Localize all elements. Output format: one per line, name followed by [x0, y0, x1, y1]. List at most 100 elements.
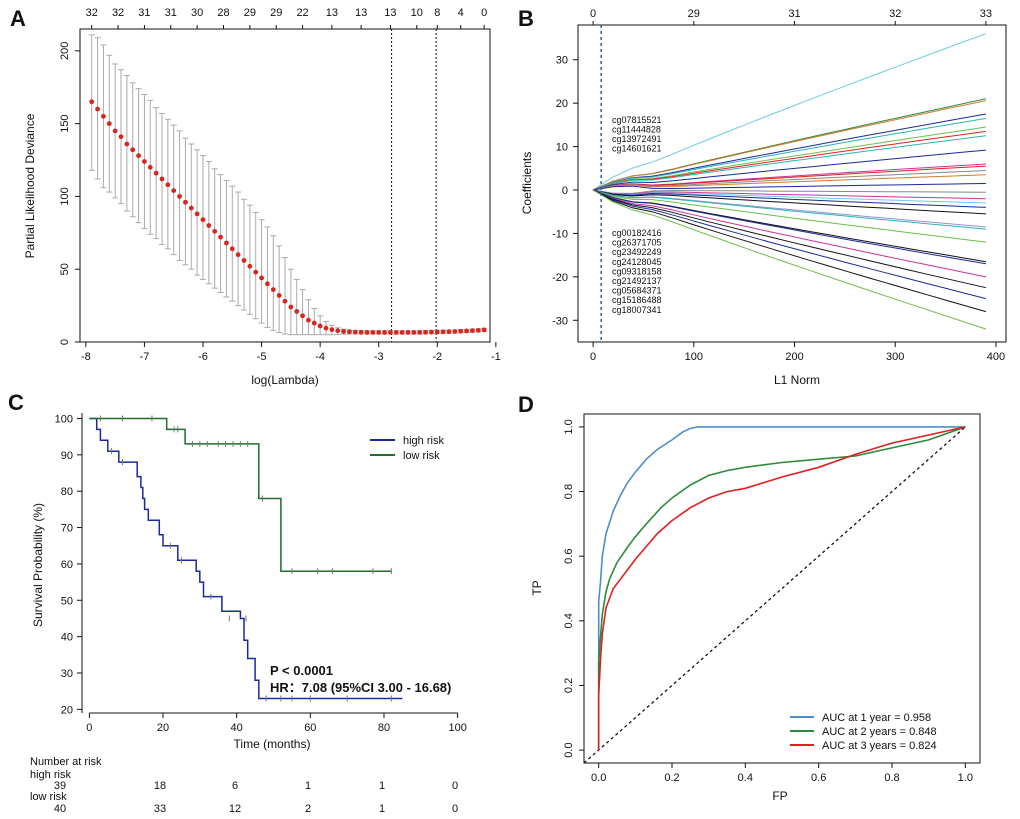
x-tick-label: -7 — [140, 351, 150, 363]
risk-count: 1 — [305, 780, 311, 792]
deviance-point — [206, 223, 212, 228]
deviance-point — [200, 217, 206, 223]
top-label: 32 — [112, 7, 124, 19]
coefficient-path — [592, 135, 986, 191]
legend-label-3-years: AUC at 3 years = 0.824 — [822, 740, 937, 752]
y-tick-label: 0.6 — [563, 549, 575, 564]
x-tick-label: 0.6 — [811, 772, 826, 784]
y-tick-label: -10 — [552, 228, 568, 240]
deviance-point — [112, 128, 118, 134]
top-label: 32 — [889, 8, 901, 20]
cpg-label: cg00182416 — [612, 228, 662, 238]
legend-label-2-years: AUC at 2 years = 0.848 — [822, 726, 937, 738]
x-tick-label: 0 — [590, 351, 596, 363]
deviance-point — [188, 205, 194, 211]
y-tick-label: -20 — [552, 272, 568, 284]
deviance-point — [323, 325, 329, 331]
y-tick-label: 0.2 — [563, 678, 575, 693]
deviance-point — [165, 182, 171, 188]
deviance-point — [101, 113, 106, 119]
panel-a-points — [89, 99, 487, 335]
legend-label-high-risk: high risk — [403, 435, 444, 447]
risk-count: 40 — [54, 803, 66, 815]
panel-c-censor-marks — [99, 415, 392, 702]
y-tick-label: 80 — [61, 486, 73, 498]
risk-row-label-high: high risk — [30, 769, 71, 781]
panel-a-vlines — [391, 29, 437, 342]
deviance-point — [329, 327, 335, 333]
panel-b-annotations: cg07815521cg11444828cg13972491cg14601621… — [612, 115, 662, 315]
deviance-point — [147, 164, 153, 170]
risk-table-title: Number at risk — [30, 756, 102, 768]
panel-d-frame — [583, 413, 981, 764]
coefficient-path — [592, 189, 986, 278]
panel-d-roc-curves — [597, 426, 966, 751]
x-tick-label: 300 — [886, 351, 904, 363]
y-tick-label: 0.0 — [563, 742, 575, 757]
deviance-point — [212, 228, 218, 234]
risk-count: 0 — [452, 780, 458, 792]
y-tick-label: 10 — [556, 142, 568, 154]
panel-c-legend: high risk low risk — [370, 435, 444, 462]
deviance-point — [429, 329, 434, 335]
panel-c-x-label: Time (months) — [234, 737, 311, 751]
cpg-label: cg13972491 — [612, 134, 662, 144]
top-label: 0 — [481, 7, 487, 19]
deviance-point — [352, 329, 358, 335]
x-tick-label: 1.0 — [958, 772, 973, 784]
panel-a-top-labels: 32 32 31 31 30 28 29 29 22 13 13 13 10 8 4 0 — [86, 7, 487, 29]
top-label: 0 — [590, 8, 596, 20]
x-tick-label: 100 — [448, 722, 466, 734]
risk-count: 1 — [379, 780, 385, 792]
deviance-point — [446, 329, 452, 335]
x-tick-label: 60 — [304, 722, 316, 734]
coefficient-path — [592, 130, 986, 191]
x-tick-label: -8 — [81, 351, 91, 363]
panel-a-x-ticks: -8 -7 -6 -5 -4 -3 -2 -1 — [81, 342, 501, 363]
coefficient-path — [592, 189, 986, 243]
x-tick-label: 400 — [987, 351, 1005, 363]
panel-a-x-label: log(Lambda) — [251, 373, 318, 387]
survival-curve — [89, 417, 403, 700]
panel-d-roc-plot: 0.0 0.2 0.4 0.6 0.8 1.0 0.0 0.2 0.4 0.6 0.8 1.0 AU… — [530, 413, 981, 803]
deviance-point — [440, 329, 446, 335]
y-tick-label: 20 — [556, 98, 568, 110]
deviance-point — [89, 99, 95, 105]
cpg-label: cg05684371 — [612, 286, 662, 296]
y-tick-label: 90 — [61, 450, 73, 462]
panel-b-top-labels: 0 29 31 32 33 — [590, 8, 992, 25]
cpg-label: cg14601621 — [612, 144, 662, 154]
y-tick-label: 20 — [61, 704, 73, 716]
panel-b-path-lines — [592, 33, 987, 330]
cpg-label: cg15186488 — [612, 295, 662, 305]
x-tick-label: -6 — [198, 351, 208, 363]
y-tick-label: 100 — [59, 187, 71, 205]
panel-label-b: B — [518, 6, 534, 31]
risk-table-values: 39 18 6 1 1 0 40 33 12 2 1 0 — [54, 780, 458, 815]
deviance-point — [136, 153, 141, 159]
top-label: 8 — [434, 7, 440, 19]
deviance-point — [434, 329, 440, 335]
top-label: 31 — [138, 7, 150, 19]
x-tick-label: -3 — [374, 351, 384, 363]
risk-count: 39 — [54, 780, 66, 792]
top-label: 30 — [191, 7, 203, 19]
deviance-point — [405, 329, 411, 335]
y-tick-label: 1.0 — [563, 419, 575, 434]
y-tick-label: 30 — [556, 55, 568, 67]
risk-count: 0 — [452, 803, 458, 815]
y-tick-label: 100 — [55, 413, 73, 425]
cpg-label: cg23492249 — [612, 247, 662, 257]
deviance-point — [358, 329, 364, 335]
deviance-point — [388, 329, 393, 335]
legend-label-low-risk: low risk — [403, 450, 440, 462]
top-label: 31 — [165, 7, 177, 19]
deviance-point — [364, 329, 370, 335]
panel-c-y-ticks: 20 30 40 50 60 70 80 90 100 — [55, 413, 82, 716]
cpg-label: cg09318158 — [612, 266, 662, 276]
deviance-point — [265, 281, 270, 287]
coefficient-path — [592, 189, 986, 265]
deviance-point — [458, 328, 464, 334]
